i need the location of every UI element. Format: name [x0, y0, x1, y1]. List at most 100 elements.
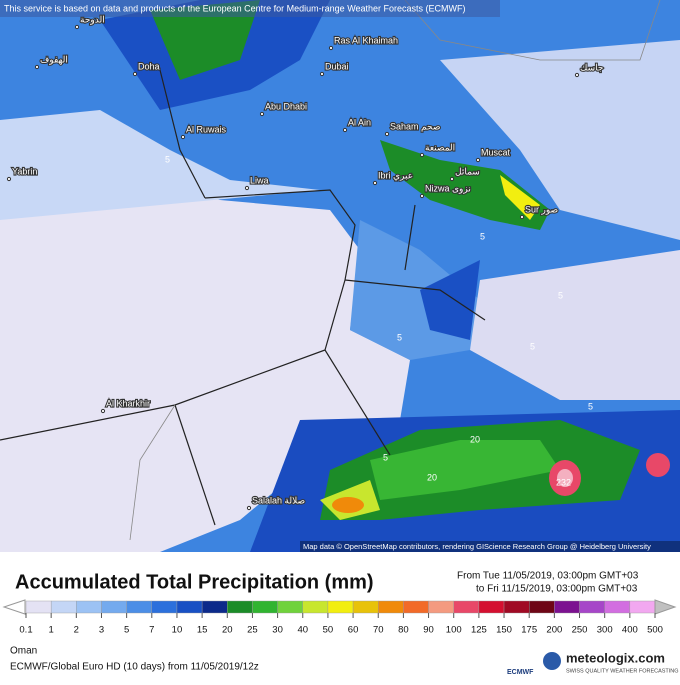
legend-swatch	[76, 600, 102, 614]
place-label: Nizwa نزوى	[425, 183, 471, 194]
legend-swatch	[428, 600, 454, 614]
place-dot	[74, 24, 80, 30]
legend-label: 25	[247, 625, 258, 636]
legend-label: 2	[74, 625, 79, 636]
place-label: Liwa	[250, 175, 269, 185]
place-label: Abu Dhabi	[265, 101, 307, 111]
legend-label: 125	[471, 625, 487, 636]
legend-label: 200	[546, 625, 562, 636]
place-dot	[6, 176, 12, 182]
legend-label: 20	[222, 625, 233, 636]
legend-swatch	[554, 600, 580, 614]
ecmwf-logo: ECMWF	[507, 669, 534, 676]
legend-swatch	[403, 600, 429, 614]
legend-swatch	[503, 600, 530, 614]
place-label: Saham صحم	[390, 121, 440, 132]
contour-label: 5	[530, 341, 535, 351]
contour-label: 5	[558, 290, 563, 300]
legend-label: 90	[423, 625, 434, 636]
legend-label: 30	[272, 625, 283, 636]
contour-label: 5	[588, 401, 593, 411]
legend-swatch	[654, 599, 677, 615]
place-dot	[475, 157, 481, 163]
attribution: Map data © OpenStreetMap contributors, r…	[303, 542, 651, 551]
legend-swatch	[101, 600, 127, 614]
legend-swatch	[25, 600, 52, 614]
place-label: Al Kharkhir	[106, 398, 150, 408]
legend-swatch	[327, 600, 354, 614]
place-label: Ibri عبري	[378, 170, 413, 181]
legend-label: 500	[647, 625, 663, 636]
place-dot	[328, 45, 334, 51]
contour-label: 20	[470, 434, 480, 444]
legend-swatch	[176, 600, 203, 614]
period-to: to Fri 11/15/2019, 03:00pm GMT+03	[476, 584, 638, 595]
legend-label: 175	[521, 625, 537, 636]
model-run: ECMWF/Global Euro HD (10 days) from 11/0…	[10, 662, 259, 673]
place-dot	[132, 71, 138, 77]
legend-swatch	[252, 600, 278, 614]
title: Accumulated Total Precipitation (mm)	[15, 571, 374, 593]
place-label: Muscat	[481, 147, 511, 157]
place-label: Dubai	[325, 61, 349, 71]
place-dot	[342, 127, 348, 133]
contour-label: 5	[480, 231, 485, 241]
legend-label: 100	[446, 625, 462, 636]
place-dot	[319, 71, 325, 77]
place-dot	[449, 176, 455, 182]
legend-swatch	[50, 600, 77, 614]
legend-swatch	[629, 600, 656, 614]
region: Oman	[10, 646, 37, 657]
place-dot	[244, 185, 250, 191]
place-dot	[34, 64, 40, 70]
legend-swatch	[579, 600, 605, 614]
legend-label: 60	[348, 625, 359, 636]
place-label: جاسك	[580, 62, 603, 72]
place-dot	[246, 505, 252, 511]
legend-swatch	[126, 600, 152, 614]
place-label: المصنعة	[425, 142, 455, 152]
notice: This service is based on data and produc…	[4, 3, 466, 13]
place-dot	[419, 152, 425, 158]
legend-label: 3	[99, 625, 104, 636]
legend-label: 250	[572, 625, 588, 636]
legend-label: 40	[297, 625, 308, 636]
legend-swatch	[151, 600, 178, 614]
place-dot	[100, 408, 106, 414]
place-dot	[574, 72, 580, 78]
brand: meteologix.com	[566, 650, 665, 665]
legend-label: 400	[622, 625, 638, 636]
legend-label: 7	[149, 625, 154, 636]
legend-swatch	[478, 600, 505, 614]
legend-label: 50	[323, 625, 334, 636]
place-dot	[419, 193, 425, 199]
place-dot	[180, 134, 186, 140]
legend-label: 1	[49, 625, 54, 636]
contour-label: 5	[383, 452, 388, 462]
place-label: الهفوف	[40, 54, 68, 65]
place-dot	[519, 214, 525, 220]
legend-label: 15	[197, 625, 208, 636]
place-label: سمائل	[455, 166, 480, 176]
place-label: Sur صور	[525, 204, 558, 215]
legend-swatch	[604, 600, 631, 614]
legend-swatch	[529, 600, 555, 614]
place-dot	[384, 131, 390, 137]
period-from: From Tue 11/05/2019, 03:00pm GMT+03	[457, 571, 639, 582]
place-label: Ras Al Khaimah	[334, 35, 398, 45]
place-dot	[259, 111, 265, 117]
legend-label: 5	[124, 625, 129, 636]
legend-label: 150	[496, 625, 512, 636]
legend-swatch	[352, 600, 379, 614]
legend-swatch	[277, 600, 303, 614]
place-label: Salalah صلالة	[252, 495, 305, 505]
legend-label: 80	[398, 625, 409, 636]
legend-swatch	[453, 600, 480, 614]
place-label: الدوحة	[80, 14, 105, 25]
place-label: Al Ruwais	[186, 124, 227, 134]
legend-swatch	[302, 600, 329, 614]
contour-label: 5	[397, 332, 402, 342]
legend-label: 10	[172, 625, 183, 636]
